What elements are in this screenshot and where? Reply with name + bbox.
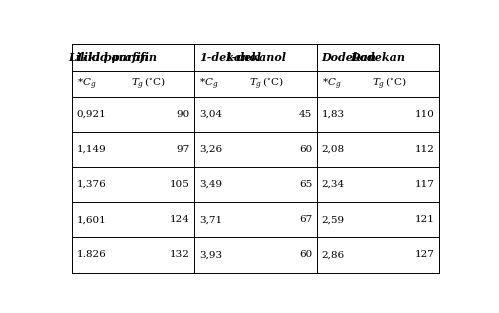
Text: 67: 67: [299, 215, 312, 224]
Text: 3,26: 3,26: [199, 145, 222, 154]
Text: $T_g\,(^{\circ}\mathrm{C})$: $T_g\,(^{\circ}\mathrm{C})$: [131, 76, 165, 92]
Text: 60: 60: [299, 250, 312, 259]
Text: Dodekan: Dodekan: [351, 52, 406, 63]
Text: 1.826: 1.826: [77, 250, 106, 259]
Text: 0,921: 0,921: [77, 110, 106, 119]
Text: 90: 90: [177, 110, 190, 119]
Text: $*C_g$: $*C_g$: [77, 76, 96, 91]
Text: 110: 110: [415, 110, 435, 119]
Text: 2,34: 2,34: [322, 180, 345, 189]
Text: 3,93: 3,93: [199, 250, 222, 259]
Text: 1,376: 1,376: [77, 180, 106, 189]
Text: $*C_g$: $*C_g$: [199, 76, 219, 91]
Text: 132: 132: [170, 250, 190, 259]
Text: 60: 60: [299, 145, 312, 154]
Text: Dodekan: Dodekan: [322, 52, 377, 63]
Text: $T_g\,(^{\circ}\mathrm{C})$: $T_g\,(^{\circ}\mathrm{C})$: [250, 76, 284, 92]
Text: 1,149: 1,149: [77, 145, 106, 154]
Text: 124: 124: [170, 215, 190, 224]
Text: 3,04: 3,04: [199, 110, 222, 119]
Text: 117: 117: [415, 180, 435, 189]
Text: $T_g\,(^{\circ}\mathrm{C})$: $T_g\,(^{\circ}\mathrm{C})$: [372, 76, 407, 92]
Text: $*C_g$: $*C_g$: [322, 76, 341, 91]
Text: Likid parafin: Likid parafin: [68, 52, 150, 63]
Text: 105: 105: [170, 180, 190, 189]
Text: 2,08: 2,08: [322, 145, 345, 154]
Text: 3,49: 3,49: [199, 180, 222, 189]
Text: 97: 97: [177, 145, 190, 154]
Text: 112: 112: [415, 145, 435, 154]
Text: 3,71: 3,71: [199, 215, 222, 224]
Text: 1-dekanol: 1-dekanol: [199, 52, 261, 63]
Text: Likid parafin: Likid parafin: [77, 52, 158, 63]
Text: 2,86: 2,86: [322, 250, 345, 259]
Text: 1-dekanol: 1-dekanol: [225, 52, 287, 63]
Text: 127: 127: [415, 250, 435, 259]
Text: 1,83: 1,83: [322, 110, 345, 119]
Text: 1,601: 1,601: [77, 215, 106, 224]
Text: 121: 121: [415, 215, 435, 224]
Text: 45: 45: [299, 110, 312, 119]
Text: 65: 65: [299, 180, 312, 189]
Text: 2,59: 2,59: [322, 215, 345, 224]
